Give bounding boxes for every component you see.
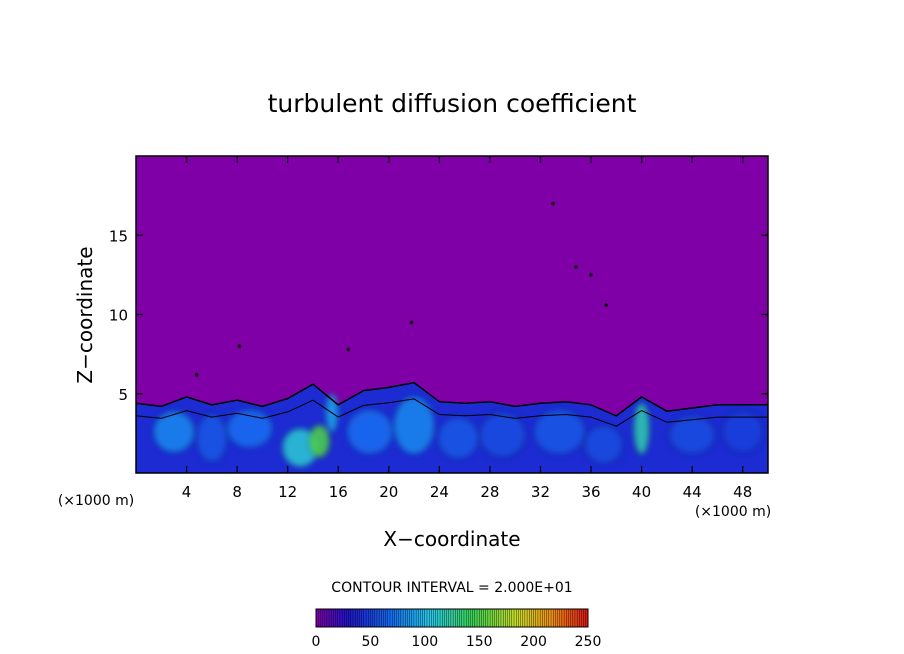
scattered-points <box>194 201 608 377</box>
x-tick-label-48: 48 <box>733 483 752 501</box>
scatter-point-4 <box>237 344 242 349</box>
chart-title: turbulent diffusion coefficient <box>268 89 637 118</box>
x-axis-label: X−coordinate <box>383 527 520 551</box>
feature-12 <box>633 402 650 455</box>
scatter-point-6 <box>409 320 414 325</box>
x-tick-label-4: 4 <box>182 483 192 501</box>
scatter-point-1 <box>574 265 578 269</box>
scatter-point-3 <box>604 303 608 307</box>
inner-contour <box>136 398 768 427</box>
y-tick-label-15: 15 <box>109 227 128 245</box>
feature-11 <box>584 425 624 464</box>
colorbar-frame <box>315 608 589 628</box>
feature-9 <box>479 412 526 458</box>
scatter-point-5 <box>346 347 351 352</box>
feature-2 <box>226 409 273 449</box>
feature-6 <box>346 409 393 455</box>
x-tick-label-20: 20 <box>379 483 398 501</box>
feature-4 <box>308 424 330 458</box>
feature-7 <box>393 396 435 455</box>
colorbar-ticks: 0 50 100 150 200 250 <box>312 634 602 650</box>
layer-contour <box>136 381 768 417</box>
x-tick-label-8: 8 <box>232 483 242 501</box>
contour-interval: CONTOUR INTERVAL = 2.000E+01 <box>331 580 572 596</box>
feature-1 <box>196 413 228 463</box>
y-tick-label-10: 10 <box>109 307 128 325</box>
feature-8 <box>437 417 479 460</box>
colorbar-tick-100: 100 <box>411 634 438 650</box>
y-axis-ticks: 5 10 15 <box>109 227 768 404</box>
x-tick-label-24: 24 <box>430 483 449 501</box>
x-unit-right: (×1000 m) <box>695 504 771 520</box>
feature-0 <box>153 410 195 453</box>
feature-14 <box>722 410 764 453</box>
x-axis-ticks: 4 8 12 16 20 24 28 32 36 40 44 48 <box>182 156 752 501</box>
feature-13 <box>669 415 716 455</box>
colorbar-tick-200: 200 <box>520 634 547 650</box>
y-tick-label-5: 5 <box>118 386 128 404</box>
x-tick-label-28: 28 <box>480 483 499 501</box>
y-axis-label: Z−coordinate <box>73 246 97 383</box>
colorbar-tick-0: 0 <box>312 634 321 650</box>
colorbar-tick-50: 50 <box>361 634 379 650</box>
features <box>153 393 764 468</box>
scatter-point-7 <box>194 372 199 377</box>
x-tick-label-36: 36 <box>581 483 600 501</box>
x-tick-label-40: 40 <box>632 483 651 501</box>
scatter-point-2 <box>589 273 593 277</box>
colorbar <box>315 608 589 628</box>
colorbar-tick-150: 150 <box>466 634 493 650</box>
x-unit-left: (×1000 m) <box>58 493 134 509</box>
feature-10 <box>533 409 586 455</box>
x-tick-label-16: 16 <box>329 483 348 501</box>
colorbar-tick-250: 250 <box>575 634 602 650</box>
x-tick-label-32: 32 <box>531 483 550 501</box>
plot-area <box>136 156 768 473</box>
x-tick-label-44: 44 <box>683 483 702 501</box>
scatter-point-0 <box>551 201 555 206</box>
x-tick-label-12: 12 <box>278 483 297 501</box>
